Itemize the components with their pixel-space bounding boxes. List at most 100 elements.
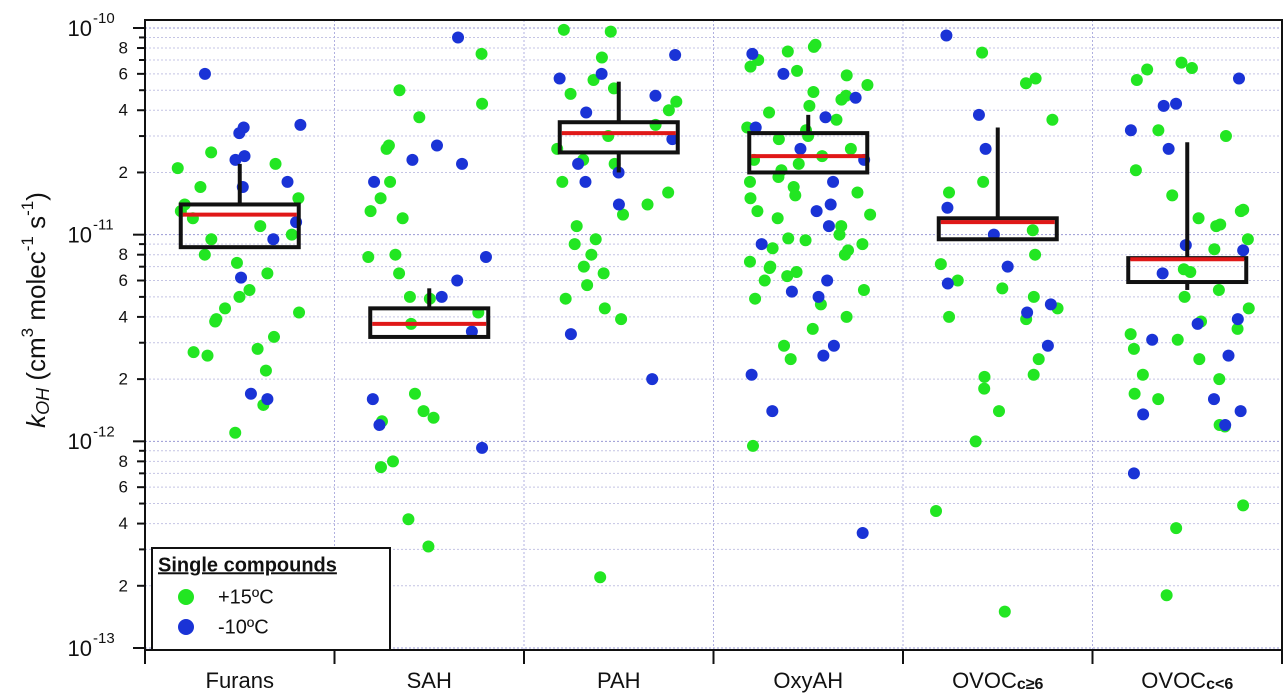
point	[435, 290, 448, 303]
point	[1219, 418, 1232, 431]
point	[978, 370, 991, 383]
point	[1152, 124, 1165, 137]
point	[1170, 522, 1183, 535]
point	[1156, 267, 1169, 280]
y-tick-label: 4	[119, 514, 128, 533]
point	[941, 277, 954, 290]
point	[413, 111, 426, 124]
point	[777, 67, 790, 80]
box	[368, 306, 491, 339]
point	[209, 315, 222, 328]
point	[1214, 218, 1227, 231]
x-tick-label: SAH	[407, 668, 452, 693]
y-tick-label: 2	[119, 163, 128, 182]
point	[292, 192, 305, 205]
point	[393, 267, 406, 280]
point	[559, 292, 572, 305]
point	[465, 325, 478, 338]
point	[1046, 113, 1059, 126]
y-tick-exponent: -13	[93, 630, 115, 647]
point	[782, 232, 795, 245]
point	[364, 205, 377, 218]
x-tick-label: OxyAH	[773, 668, 843, 693]
point	[1170, 97, 1183, 110]
point	[1207, 393, 1220, 406]
box	[557, 120, 680, 155]
point	[763, 106, 776, 119]
point	[604, 25, 617, 38]
point	[585, 248, 598, 261]
point	[744, 60, 757, 73]
point	[812, 290, 825, 303]
point	[646, 373, 659, 386]
point	[595, 51, 608, 64]
point	[589, 233, 602, 246]
y-label-part: 3	[18, 328, 37, 337]
legend-marker	[178, 589, 194, 605]
point	[597, 267, 610, 280]
point	[572, 157, 585, 170]
point	[374, 461, 387, 474]
point	[198, 67, 211, 80]
point	[1129, 164, 1142, 177]
point	[791, 64, 804, 77]
point	[261, 267, 274, 280]
point	[475, 47, 488, 60]
y-tick-label: 8	[119, 39, 128, 58]
point	[380, 142, 393, 155]
point	[579, 175, 592, 188]
point	[669, 49, 682, 62]
y-label-part: s	[21, 216, 51, 236]
point	[1237, 244, 1250, 257]
point	[864, 208, 877, 221]
point	[1124, 124, 1137, 137]
point	[799, 234, 812, 247]
point	[969, 435, 982, 448]
point	[851, 186, 864, 199]
point	[1208, 243, 1221, 256]
point	[996, 282, 1009, 295]
point	[267, 330, 280, 343]
point	[1234, 405, 1247, 418]
legend-label: +15ºC	[218, 586, 274, 608]
point	[1044, 298, 1057, 311]
box	[178, 202, 301, 250]
point	[393, 84, 406, 97]
point	[171, 162, 184, 175]
point	[1152, 393, 1165, 406]
point	[822, 220, 835, 233]
x-tick-label: PAH	[597, 668, 641, 693]
category-subscript: c≥6	[1017, 676, 1044, 693]
point	[787, 181, 800, 194]
point	[819, 111, 832, 124]
box	[936, 216, 1059, 242]
point	[219, 302, 232, 315]
point	[1219, 130, 1232, 143]
point	[238, 150, 251, 163]
point	[244, 387, 257, 400]
point	[998, 605, 1011, 618]
point	[452, 31, 465, 44]
point	[772, 133, 785, 146]
y-tick-label: 2	[119, 370, 128, 389]
y-tick-label: 8	[119, 452, 128, 471]
y-tick-label: 6	[119, 64, 128, 83]
point	[662, 186, 675, 199]
point	[198, 248, 211, 261]
point	[641, 198, 654, 211]
point	[1241, 233, 1254, 246]
y-tick-label: 10	[68, 636, 92, 661]
y-tick-label: 6	[119, 478, 128, 497]
point	[430, 139, 443, 152]
point	[570, 220, 583, 233]
category-name: PAH	[597, 668, 641, 693]
point	[749, 292, 762, 305]
point	[755, 238, 768, 251]
point	[817, 349, 830, 362]
point	[229, 426, 242, 439]
point	[427, 411, 440, 424]
point	[1237, 203, 1250, 216]
point	[557, 23, 570, 36]
point	[666, 133, 679, 146]
point	[951, 274, 964, 287]
